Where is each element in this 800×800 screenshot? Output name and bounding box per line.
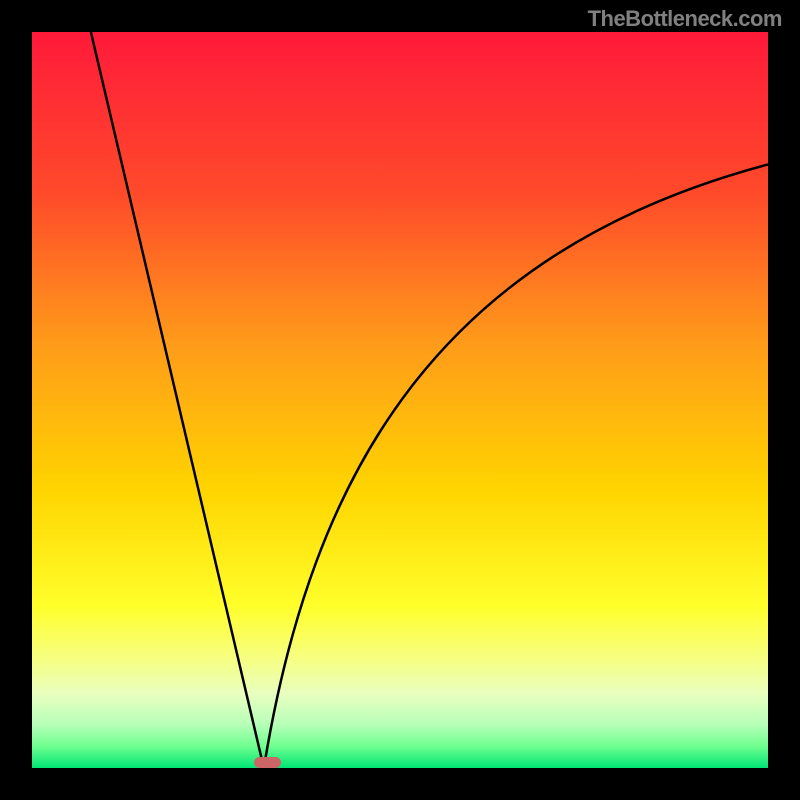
plot-area: [32, 32, 768, 768]
bottleneck-curve: [32, 32, 768, 768]
optimum-marker: [254, 757, 280, 768]
curve-right-branch: [264, 164, 768, 768]
curve-left-branch: [91, 32, 264, 768]
watermark-text: TheBottleneck.com: [588, 6, 782, 32]
chart-frame: TheBottleneck.com: [0, 0, 800, 800]
